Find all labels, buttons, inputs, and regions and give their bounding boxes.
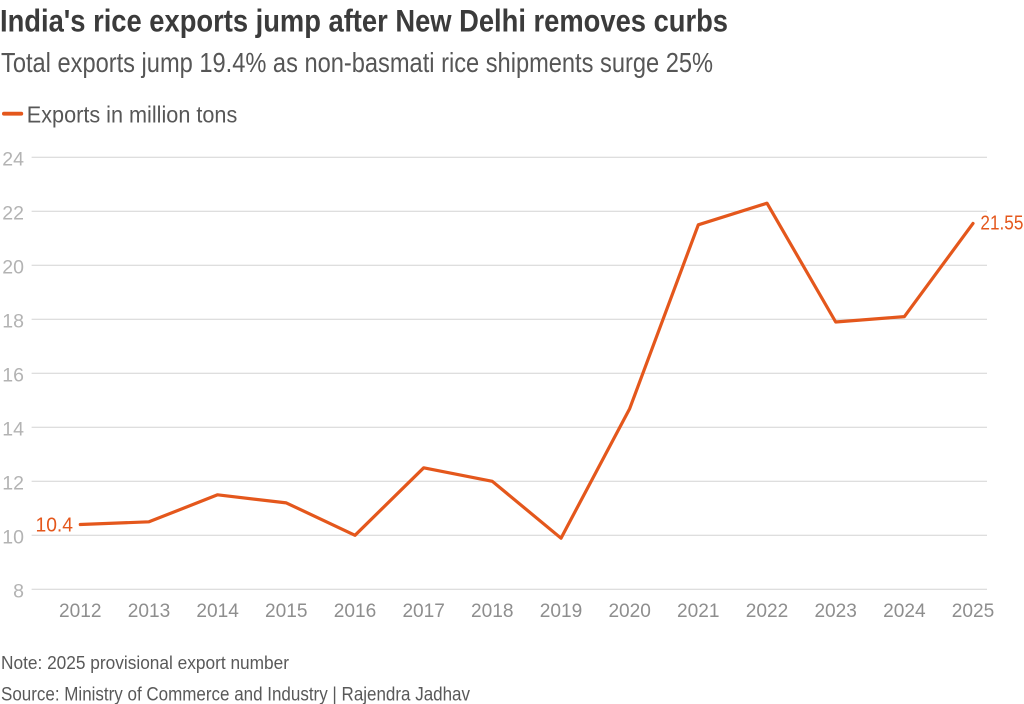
svg-text:24: 24 [2, 148, 24, 170]
svg-text:12: 12 [2, 472, 24, 494]
svg-text:Note: 2025 provisional export: Note: 2025 provisional export number [1, 652, 289, 673]
svg-text:2015: 2015 [265, 600, 308, 622]
svg-text:2017: 2017 [402, 600, 445, 622]
svg-text:Total exports jump 19.4% as no: Total exports jump 19.4% as non-basmati … [1, 47, 713, 78]
svg-text:2012: 2012 [59, 600, 102, 622]
svg-text:2022: 2022 [746, 600, 789, 622]
svg-text:2019: 2019 [540, 600, 583, 622]
svg-text:16: 16 [2, 364, 24, 386]
svg-text:2013: 2013 [128, 600, 171, 622]
svg-text:21.55: 21.55 [980, 213, 1023, 235]
svg-text:2024: 2024 [883, 600, 926, 622]
svg-text:18: 18 [2, 310, 24, 332]
svg-text:India's rice exports jump afte: India's rice exports jump after New Delh… [0, 4, 728, 39]
svg-text:20: 20 [2, 256, 24, 278]
svg-text:2014: 2014 [196, 600, 239, 622]
svg-text:10: 10 [2, 526, 24, 548]
svg-text:2020: 2020 [608, 600, 651, 622]
svg-text:14: 14 [2, 418, 24, 440]
svg-text:2021: 2021 [677, 600, 720, 622]
svg-text:Source: Ministry of Commerce a: Source: Ministry of Commerce and Industr… [1, 684, 470, 704]
svg-text:2025: 2025 [952, 600, 995, 622]
svg-text:2016: 2016 [334, 600, 377, 622]
svg-text:2023: 2023 [814, 600, 857, 622]
svg-text:2018: 2018 [471, 600, 514, 622]
svg-text:8: 8 [13, 580, 24, 602]
svg-text:Exports in million tons: Exports in million tons [27, 101, 238, 127]
svg-text:22: 22 [2, 202, 24, 224]
svg-text:10.4: 10.4 [36, 515, 74, 537]
